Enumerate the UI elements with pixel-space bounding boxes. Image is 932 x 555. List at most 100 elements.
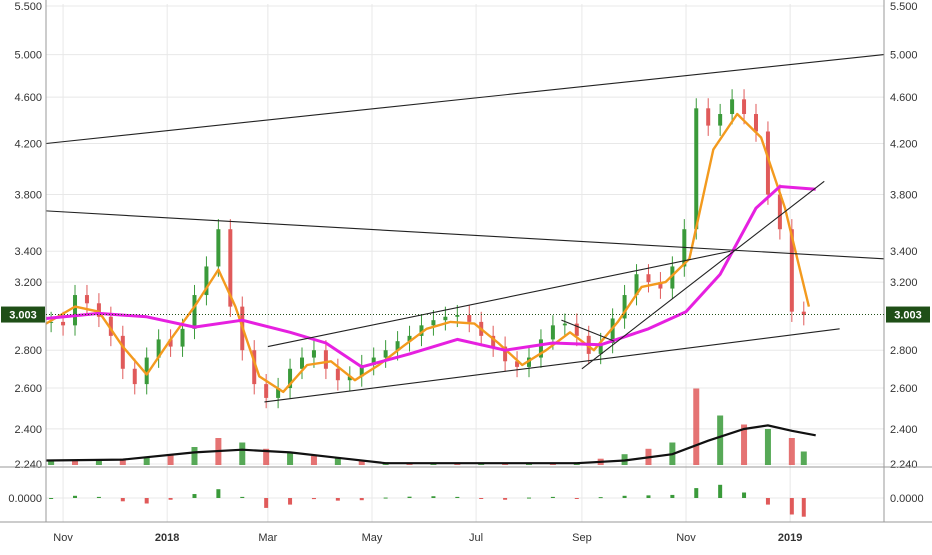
price-tick-label-right: 4.200 bbox=[890, 138, 918, 150]
oscillator-bar bbox=[503, 498, 508, 500]
price-tick-label-left: 3.400 bbox=[14, 246, 42, 258]
candle-body bbox=[168, 339, 173, 347]
oscillator-bar bbox=[288, 498, 293, 505]
price-tick-label-right: 4.600 bbox=[890, 92, 918, 104]
volume-bar bbox=[764, 429, 771, 465]
time-tick-label: Nov bbox=[676, 532, 696, 544]
candle-body bbox=[789, 229, 794, 312]
candle-body bbox=[443, 316, 448, 321]
oscillator-bar bbox=[383, 497, 388, 499]
time-tick-label: 2019 bbox=[778, 532, 802, 544]
candle-body bbox=[216, 229, 221, 267]
oscillator-bar bbox=[801, 498, 806, 517]
volume-moving-average-line bbox=[45, 424, 816, 465]
volume-bar bbox=[717, 415, 724, 465]
trendline bbox=[561, 319, 615, 342]
candle-body bbox=[335, 368, 340, 381]
oscillator-bar bbox=[550, 496, 555, 498]
volume-bar bbox=[72, 460, 79, 465]
last-price-label-right: 3.003 bbox=[894, 310, 922, 322]
oscillator-bar bbox=[670, 494, 675, 498]
volume-bar bbox=[800, 451, 807, 465]
candle-body bbox=[658, 282, 663, 289]
last-price-label-left: 3.003 bbox=[9, 310, 37, 322]
candle-body bbox=[646, 274, 651, 283]
candle-body bbox=[120, 335, 125, 369]
candle-body bbox=[192, 295, 197, 329]
volume-bar bbox=[191, 447, 198, 465]
candle-body bbox=[144, 357, 149, 385]
price-tick-label-left: 2.800 bbox=[14, 345, 42, 357]
candle-body bbox=[562, 323, 567, 326]
oscillator-bar bbox=[527, 497, 532, 499]
candle-body bbox=[311, 350, 316, 358]
price-tick-label-right: 3.200 bbox=[890, 277, 918, 289]
slow-moving-average-line bbox=[45, 185, 816, 369]
grid bbox=[46, 4, 884, 522]
candle-body bbox=[371, 357, 376, 366]
price-tick-label-left: 2.240 bbox=[14, 459, 42, 471]
time-tick-label: Nov bbox=[53, 532, 73, 544]
candle-body bbox=[730, 99, 735, 115]
candle-body bbox=[108, 316, 113, 336]
candle-body bbox=[407, 335, 412, 342]
oscillator-bar bbox=[479, 498, 484, 499]
price-tick-label-left: 4.600 bbox=[14, 92, 42, 104]
price-tick-label-left: 3.200 bbox=[14, 277, 42, 289]
candle-body bbox=[527, 357, 532, 367]
candle-body bbox=[419, 325, 424, 336]
trendline bbox=[45, 210, 885, 260]
candle-body bbox=[574, 323, 579, 336]
oscillator-bar bbox=[96, 496, 101, 498]
volume-bar bbox=[95, 459, 102, 465]
volume-bar bbox=[287, 452, 294, 465]
volume-bar bbox=[310, 456, 317, 465]
price-tick-label-right: 3.800 bbox=[890, 190, 918, 202]
candle-body bbox=[634, 274, 639, 296]
candle-body bbox=[503, 346, 508, 362]
candle-body bbox=[742, 99, 747, 115]
candle-body bbox=[359, 365, 364, 377]
candle-body bbox=[622, 295, 627, 319]
oscillator-bar bbox=[598, 497, 603, 499]
candle-body bbox=[538, 339, 543, 358]
oscillator-bar bbox=[335, 498, 340, 501]
oscillator-bar bbox=[455, 496, 460, 498]
oscillator-bar bbox=[168, 498, 173, 500]
candle-body bbox=[610, 318, 615, 343]
candle-body bbox=[694, 108, 699, 230]
candle-body bbox=[288, 368, 293, 389]
time-tick-label: May bbox=[362, 532, 383, 544]
volume-bar bbox=[143, 457, 150, 465]
oscillator-bar bbox=[646, 495, 651, 498]
price-tick-label-left: 4.200 bbox=[14, 138, 42, 150]
candle-body bbox=[180, 328, 185, 347]
candle-body bbox=[765, 131, 770, 195]
trendline bbox=[264, 328, 840, 403]
oscillator-bar bbox=[574, 498, 579, 499]
candle-body bbox=[84, 295, 89, 304]
candle-body bbox=[73, 295, 78, 326]
volume-bar bbox=[334, 457, 341, 465]
oscillator-bar bbox=[789, 498, 794, 515]
candle-body bbox=[276, 388, 281, 398]
oscillator-bar bbox=[311, 498, 316, 500]
oscillator-bar bbox=[359, 498, 364, 501]
candle-body bbox=[96, 303, 101, 317]
candle-body bbox=[753, 114, 758, 132]
trendline bbox=[581, 180, 825, 370]
oscillator-tick-label-left: 0.0000 bbox=[8, 493, 42, 505]
oscillator-bar bbox=[49, 498, 54, 499]
trendlines bbox=[45, 54, 885, 403]
candle-body bbox=[383, 350, 388, 358]
price-tick-label-left: 5.000 bbox=[14, 50, 42, 62]
time-tick-label: 2018 bbox=[155, 532, 179, 544]
price-tick-label-left: 2.400 bbox=[14, 424, 42, 436]
oscillator-bar bbox=[192, 494, 197, 498]
trendline bbox=[45, 54, 885, 145]
candle-body bbox=[252, 350, 257, 385]
oscillator-bar bbox=[216, 489, 221, 498]
